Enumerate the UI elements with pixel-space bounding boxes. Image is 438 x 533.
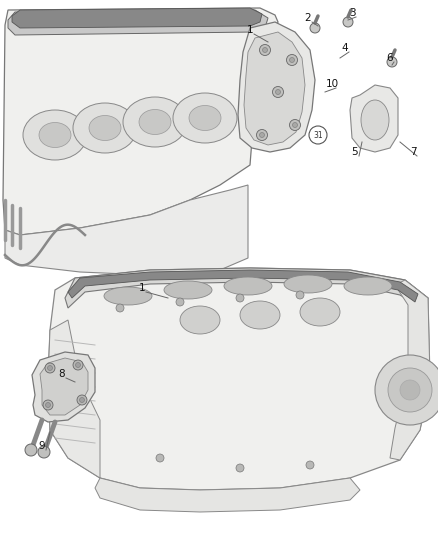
Circle shape [387, 57, 397, 67]
Ellipse shape [173, 93, 237, 143]
Text: 5: 5 [352, 147, 358, 157]
Circle shape [25, 444, 37, 456]
Circle shape [236, 294, 244, 302]
Circle shape [276, 90, 280, 94]
Text: 10: 10 [325, 79, 339, 89]
Ellipse shape [23, 110, 87, 160]
Circle shape [73, 360, 83, 370]
Circle shape [343, 17, 353, 27]
Circle shape [38, 446, 50, 458]
Polygon shape [5, 185, 248, 275]
Circle shape [257, 130, 268, 141]
Polygon shape [8, 10, 268, 35]
Polygon shape [95, 478, 360, 512]
Circle shape [43, 400, 53, 410]
Ellipse shape [189, 106, 221, 131]
Circle shape [176, 298, 184, 306]
Polygon shape [244, 32, 305, 145]
Ellipse shape [164, 281, 212, 299]
Text: 1: 1 [247, 25, 253, 35]
Circle shape [46, 402, 50, 408]
Text: 1: 1 [139, 283, 145, 293]
Circle shape [306, 461, 314, 469]
Ellipse shape [139, 109, 171, 134]
Ellipse shape [361, 100, 389, 140]
Circle shape [156, 454, 164, 462]
Polygon shape [12, 8, 262, 28]
Text: 2: 2 [305, 13, 311, 23]
Ellipse shape [180, 306, 220, 334]
Polygon shape [48, 268, 430, 490]
Polygon shape [40, 358, 88, 415]
Circle shape [236, 464, 244, 472]
Circle shape [293, 123, 297, 127]
Circle shape [45, 363, 55, 373]
Circle shape [400, 380, 420, 400]
Polygon shape [48, 320, 100, 478]
Circle shape [290, 58, 294, 62]
Ellipse shape [300, 298, 340, 326]
Circle shape [259, 133, 265, 138]
Ellipse shape [89, 116, 121, 141]
Ellipse shape [39, 123, 71, 148]
Circle shape [116, 304, 124, 312]
Ellipse shape [73, 103, 137, 153]
Text: 6: 6 [387, 53, 393, 63]
Ellipse shape [240, 301, 280, 329]
Ellipse shape [344, 277, 392, 295]
Text: 31: 31 [313, 131, 323, 140]
Polygon shape [350, 85, 398, 152]
Polygon shape [390, 280, 430, 460]
Circle shape [286, 54, 297, 66]
Circle shape [259, 44, 271, 55]
Circle shape [80, 398, 85, 402]
Circle shape [290, 119, 300, 131]
Circle shape [262, 47, 268, 52]
Polygon shape [3, 8, 278, 235]
Polygon shape [238, 22, 315, 152]
Ellipse shape [284, 275, 332, 293]
Circle shape [296, 291, 304, 299]
Circle shape [272, 86, 283, 98]
Text: 8: 8 [59, 369, 65, 379]
Circle shape [375, 355, 438, 425]
Text: 4: 4 [342, 43, 348, 53]
Circle shape [310, 23, 320, 33]
Ellipse shape [224, 277, 272, 295]
Text: 7: 7 [410, 147, 416, 157]
Polygon shape [65, 268, 428, 310]
Ellipse shape [104, 287, 152, 305]
Text: 9: 9 [39, 441, 45, 451]
Polygon shape [32, 352, 95, 422]
Circle shape [77, 395, 87, 405]
Circle shape [47, 366, 53, 370]
Circle shape [388, 368, 432, 412]
Text: 3: 3 [349, 8, 355, 18]
Polygon shape [68, 270, 418, 302]
Ellipse shape [123, 97, 187, 147]
Circle shape [75, 362, 81, 367]
